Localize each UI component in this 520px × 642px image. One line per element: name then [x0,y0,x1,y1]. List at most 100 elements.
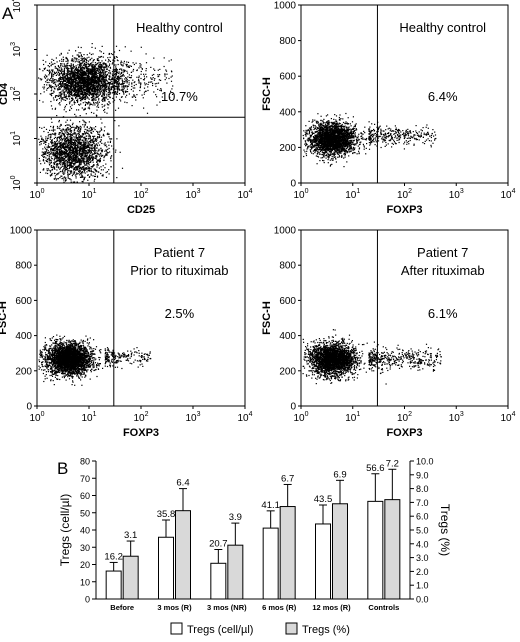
event-dot [55,72,57,74]
event-dot [105,64,107,66]
event-dot [78,73,80,75]
event-dot [112,101,114,103]
event-dot [158,79,160,81]
event-dot [61,138,63,140]
event-dot [106,150,108,152]
event-dot [65,94,67,96]
event-dot [50,148,52,150]
event-dot [66,165,68,167]
event-dot [70,85,73,87]
event-dot [305,153,307,155]
event-dot [62,89,64,91]
event-dot [67,91,69,93]
event-dot [114,70,116,72]
event-dot [69,103,71,105]
event-dot [84,74,86,76]
event-dot [49,175,52,177]
event-dot [50,77,53,79]
event-dot [72,143,74,145]
event-dot [124,86,126,88]
event-dot [54,136,56,138]
x-tick-label: 102 [133,188,148,201]
event-dot [74,127,77,129]
event-dot [44,156,46,158]
event-dot [127,61,130,63]
event-dot [80,52,82,54]
event-dot [63,84,65,86]
event-dot [100,139,102,141]
event-dot [71,141,74,144]
event-dot [74,77,76,79]
event-dot [68,95,70,97]
event-dot [57,157,59,159]
event-dot [69,166,71,168]
event-dot [122,91,124,93]
event-dot [91,57,93,59]
event-dot [140,66,142,68]
event-dot [83,81,85,83]
event-dot [84,79,86,81]
event-dot [85,74,87,76]
event-dot [58,103,60,105]
event-dot [83,97,85,99]
event-dot [113,57,115,59]
event-dot [69,173,71,175]
event-dot [44,76,46,78]
event-dot [90,139,92,141]
event-dot [116,69,118,71]
event-dot [90,69,92,71]
event-dot [67,59,69,61]
event-dot [104,64,106,66]
event-dot [84,143,86,145]
event-dot [44,162,46,164]
event-dot [74,163,76,165]
event-dot [93,153,95,155]
event-dot [56,146,58,148]
event-dot [56,157,58,159]
event-dot [109,93,111,95]
event-dot [72,148,74,150]
event-dot [95,140,97,142]
event-dot [65,84,67,87]
event-dot [115,82,117,84]
event-dot [77,71,79,73]
event-dot [62,60,64,62]
event-dot [109,67,112,69]
event-dot [92,70,94,72]
event-dot [65,130,67,132]
event-dot [59,139,61,141]
event-dot [84,66,86,68]
event-dot [86,157,88,159]
event-dot [76,76,79,78]
event-dot [88,152,90,154]
event-dot [88,133,90,136]
event-dot [88,92,90,95]
event-dot [57,65,60,67]
event-dot [104,87,106,90]
event-dot [56,147,58,150]
event-dot [76,86,78,88]
event-dot [116,81,118,83]
event-dot [101,129,103,131]
event-dot [56,80,58,82]
event-dot [95,95,97,97]
event-dot [70,93,72,95]
event-dot [95,80,97,82]
event-dot [77,90,79,92]
event-dot [98,150,100,152]
event-dot [58,70,60,72]
event-dot [81,85,83,87]
event-dot [116,138,118,140]
event-dot [121,83,123,85]
event-dot [62,162,64,164]
event-dot [73,84,75,86]
event-dot [102,175,104,177]
event-dot [52,166,54,169]
event-dot [59,125,61,127]
event-dot [96,145,99,147]
event-dot [54,157,56,159]
event-dot [67,79,69,81]
event-dot [50,151,52,153]
event-dot [126,85,128,87]
event-dot [101,103,103,106]
